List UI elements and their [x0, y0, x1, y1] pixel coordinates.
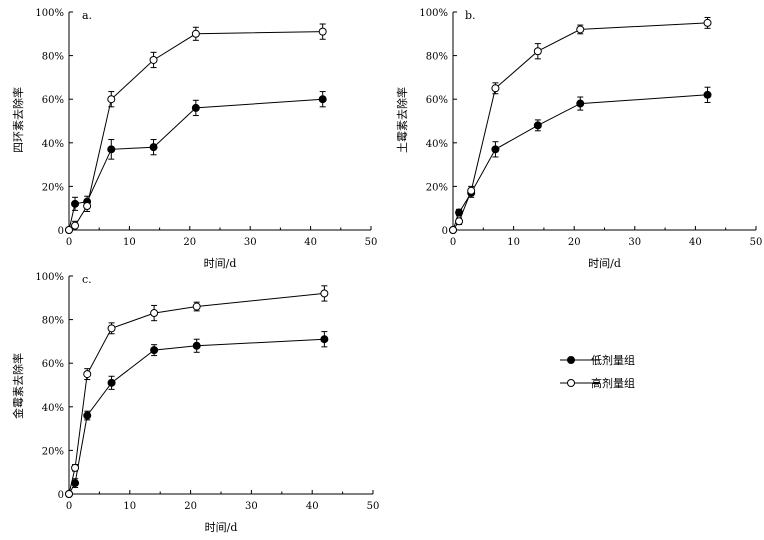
x-tick-label: 20 [184, 501, 197, 512]
x-tick-label: 20 [568, 237, 581, 248]
y-tick-label: 20% [42, 446, 64, 457]
panel-label: c. [82, 273, 92, 286]
data-point-high [71, 463, 80, 472]
y-tick-label: 60% [426, 95, 448, 106]
x-tick-label: 20 [183, 237, 196, 248]
data-point-low [318, 95, 327, 104]
data-point-high [71, 221, 80, 230]
panel-b: 0 20% 40% 60% 80% 100% 0 10 20 30 40 50 时间/d 土霉素去除率 b. [395, 8, 762, 270]
data-point-high [150, 309, 159, 318]
x-tick-label: 50 [365, 237, 378, 248]
y-tick-label: 100% [35, 272, 64, 283]
y-axis-title: 四环素去除率 [11, 87, 25, 153]
x-tick-label: 40 [306, 501, 319, 512]
data-point-low [83, 411, 92, 420]
x-tick-label: 10 [507, 237, 520, 248]
legend-marker-low [567, 356, 575, 364]
legend-label-low: 低剂量组 [591, 353, 635, 367]
y-tick-label: 0 [442, 226, 448, 237]
data-point-high [107, 95, 116, 104]
x-tick-label: 0 [450, 237, 456, 248]
series-line-high [68, 31, 323, 231]
panel-c: 0 20% 40% 60% 80% 100% 0 10 20 30 40 50 时间/d 金霉素去除率 c. [11, 272, 379, 534]
y-tick-label: 80% [42, 316, 64, 327]
x-tick-label: 30 [245, 501, 258, 512]
x-tick-label: 10 [123, 501, 136, 512]
x-tick-label: 30 [244, 237, 257, 248]
data-point-high [467, 186, 476, 195]
data-point-low [491, 145, 500, 154]
y-axis-title: 土霉素去除率 [395, 87, 409, 153]
panel-a: 0 20% 40% 60% 80% 100% 0 10 20 30 40 50 时间/d 四环素去除率 a. [11, 8, 377, 270]
y-tick-label: 40% [42, 139, 64, 150]
data-point-high [149, 55, 158, 64]
data-point-high [449, 226, 457, 234]
x-tick-label: 50 [367, 501, 380, 512]
y-tick-label: 60% [42, 95, 64, 106]
data-point-low [703, 90, 712, 99]
series-line-high [452, 22, 708, 231]
x-tick-label: 0 [66, 501, 72, 512]
data-point-high [83, 370, 92, 379]
panel-label: a. [82, 9, 92, 22]
data-point-low [320, 335, 329, 344]
data-point-low [192, 341, 201, 350]
y-tick-label: 100% [419, 8, 448, 19]
x-tick-label: 40 [689, 237, 702, 248]
data-point-high [65, 226, 73, 234]
legend-marker-high [567, 379, 575, 387]
x-axis-title: 时间/d [204, 257, 237, 270]
legend: 低剂量组 高剂量组 [560, 353, 635, 390]
y-tick-label: 40% [42, 403, 64, 414]
series-line-low [68, 338, 325, 495]
series-line-high [68, 292, 325, 495]
data-point-high [491, 84, 500, 93]
x-tick-label: 40 [304, 237, 317, 248]
data-point-high [576, 25, 585, 34]
y-tick-label: 80% [426, 52, 448, 63]
data-point-low [71, 199, 80, 208]
data-point-low [533, 121, 542, 130]
y-tick-label: 20% [426, 182, 448, 193]
y-tick-label: 0 [58, 490, 64, 501]
y-tick-label: 100% [35, 8, 64, 19]
panel-label: b. [465, 9, 476, 22]
data-point-high [191, 29, 200, 38]
y-tick-label: 40% [426, 139, 448, 150]
x-tick-label: 50 [750, 237, 763, 248]
x-tick-label: 30 [628, 237, 641, 248]
data-point-high [318, 27, 327, 36]
data-point-low [149, 143, 158, 152]
data-point-high [65, 490, 73, 498]
y-tick-label: 20% [42, 182, 64, 193]
series-line-low [452, 94, 708, 231]
data-point-high [533, 47, 542, 56]
x-axis-title: 时间/d [588, 257, 621, 270]
y-tick-label: 60% [42, 359, 64, 370]
data-point-high [107, 324, 116, 333]
x-tick-label: 0 [66, 237, 72, 248]
data-point-low [107, 145, 116, 154]
legend-label-high: 高剂量组 [591, 376, 635, 390]
data-point-low [71, 479, 80, 488]
x-tick-label: 10 [123, 237, 136, 248]
data-point-high [192, 302, 201, 311]
data-point-high [455, 217, 464, 226]
x-axis-title: 时间/d [205, 521, 238, 534]
y-axis-title: 金霉素去除率 [11, 353, 25, 419]
y-tick-label: 0 [58, 226, 64, 237]
data-point-high [320, 289, 329, 298]
data-point-low [576, 99, 585, 108]
data-point-high [83, 202, 92, 211]
y-tick-label: 80% [42, 52, 64, 63]
data-point-low [150, 346, 159, 355]
data-point-high [703, 18, 712, 27]
data-point-low [191, 103, 200, 112]
data-point-low [107, 378, 116, 387]
